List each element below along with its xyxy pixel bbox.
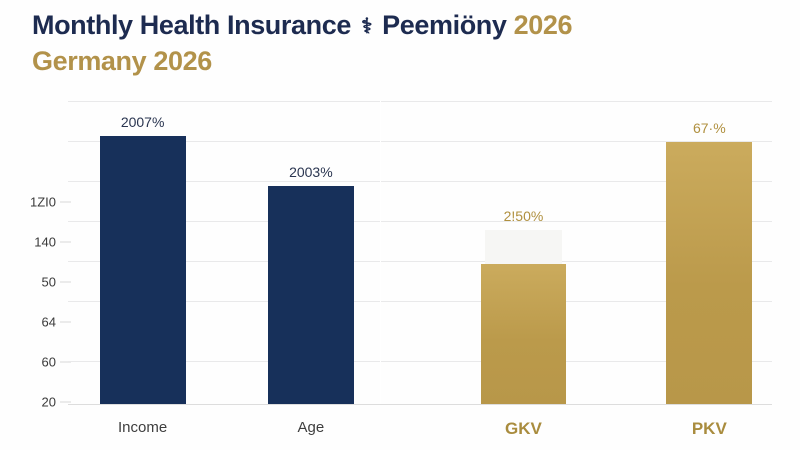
- chart-title-line-1: Monthly Health Insurance ⚕ Peemiöny 2026: [32, 8, 772, 44]
- x-axis-label-income: Income: [118, 419, 168, 436]
- x-axis-label-age: Age: [297, 419, 325, 436]
- bar-value-label: 2007%: [120, 113, 165, 130]
- gridline: [68, 260, 772, 262]
- chart-title-line-2: Germany 2026: [32, 44, 772, 80]
- y-axis-tick-label: 64: [41, 314, 56, 330]
- medical-cross-icon: ⚕: [361, 15, 373, 38]
- y-axis-tick-mark: [60, 201, 71, 203]
- y-axis-tick-mark: [60, 361, 71, 363]
- y-axis-tick-mark: [60, 281, 71, 283]
- x-axis-label-gkv: GKV: [505, 419, 542, 438]
- title-year: 2026: [513, 10, 573, 40]
- bar-value-label: 2!50%: [503, 207, 544, 224]
- gridline: [68, 220, 772, 222]
- gridline: [68, 300, 772, 302]
- gridline: [68, 140, 772, 142]
- bar-age[interactable]: [267, 186, 354, 404]
- gridline: [68, 360, 772, 362]
- title-subtitle-text: Germany 2026: [32, 45, 212, 76]
- y-axis-tick-label: 60: [41, 354, 56, 370]
- gridline: [68, 404, 772, 405]
- y-axis-tick-label: 140: [34, 234, 56, 250]
- bar-value-label: 2003%: [289, 164, 333, 181]
- x-axis-label-pkv: PKV: [691, 419, 727, 438]
- title-secondary-text: Peemiöny: [382, 10, 507, 40]
- bar-pkv[interactable]: [666, 141, 753, 404]
- y-axis-tick-label: 20: [41, 394, 56, 410]
- plot-area: [68, 101, 772, 405]
- y-axis-tick-label: 50: [41, 274, 56, 290]
- y-axis-tick-mark: [60, 401, 71, 403]
- gridline: [68, 180, 772, 182]
- chart-title-block: Monthly Health Insurance ⚕ Peemiöny 2026…: [32, 8, 772, 79]
- title-main-text: Monthly Health Insurance: [32, 10, 351, 40]
- y-axis-tick-mark: [60, 321, 71, 323]
- y-axis-tick-label: 1ZI0: [29, 194, 56, 210]
- bar-income[interactable]: [99, 135, 186, 404]
- y-axis-tick-mark: [60, 241, 71, 243]
- gridline: [68, 101, 772, 102]
- bar-value-label: 67·%: [692, 119, 726, 136]
- group-divider: [380, 101, 381, 404]
- bar-gkv[interactable]: [480, 264, 567, 404]
